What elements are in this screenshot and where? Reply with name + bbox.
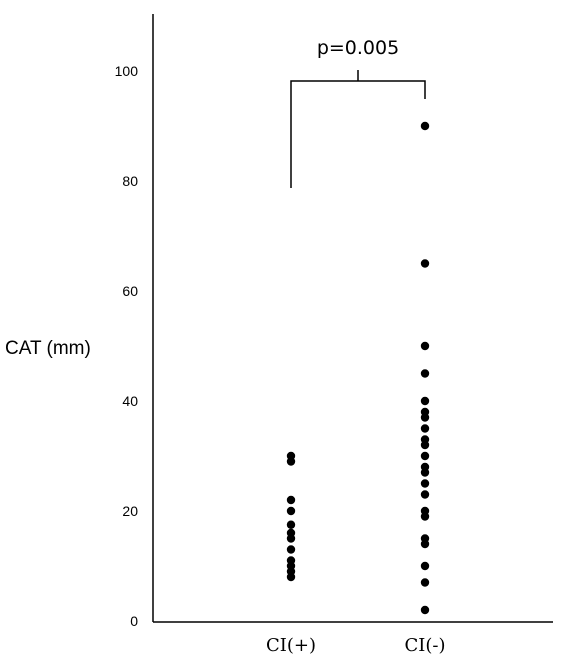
data-point xyxy=(420,413,430,422)
data-point xyxy=(420,121,430,131)
y-axis-label: CAT (mm) xyxy=(5,338,91,359)
y-tick-labels: 0 20 40 60 80 100 xyxy=(115,63,139,629)
y-tick-label: 60 xyxy=(122,283,138,299)
data-point xyxy=(420,479,430,488)
data-points xyxy=(286,121,430,615)
data-point xyxy=(420,605,430,615)
significance-bracket: p=0.005 xyxy=(290,37,426,188)
data-point xyxy=(286,495,296,505)
data-point xyxy=(420,468,430,477)
bracket-line xyxy=(290,80,426,188)
data-point xyxy=(420,259,430,268)
data-point xyxy=(420,490,430,499)
x-category-labels: CI(+) CI(-) xyxy=(266,635,446,656)
data-point xyxy=(420,440,430,450)
data-point xyxy=(286,506,296,516)
data-point xyxy=(286,520,296,529)
data-point xyxy=(286,545,296,554)
data-point xyxy=(420,561,430,571)
data-point xyxy=(420,396,430,406)
x-category-label: CI(-) xyxy=(404,635,445,656)
y-tick-label: 0 xyxy=(130,613,138,629)
data-point xyxy=(420,578,430,587)
axes xyxy=(152,14,553,623)
y-tick-label: 80 xyxy=(122,173,138,189)
data-point xyxy=(420,539,430,549)
x-category-label: CI(+) xyxy=(266,635,316,656)
y-tick-label: 100 xyxy=(115,63,139,79)
data-point xyxy=(420,424,430,433)
p-value-annotation: p=0.005 xyxy=(317,37,399,59)
y-tick-label: 40 xyxy=(122,393,138,409)
data-point xyxy=(286,457,296,466)
data-point xyxy=(420,512,430,521)
data-point xyxy=(420,451,430,461)
data-point xyxy=(286,572,296,582)
data-point xyxy=(420,369,430,378)
data-point xyxy=(420,341,430,351)
y-tick-label: 20 xyxy=(122,503,138,519)
data-point xyxy=(286,534,296,543)
